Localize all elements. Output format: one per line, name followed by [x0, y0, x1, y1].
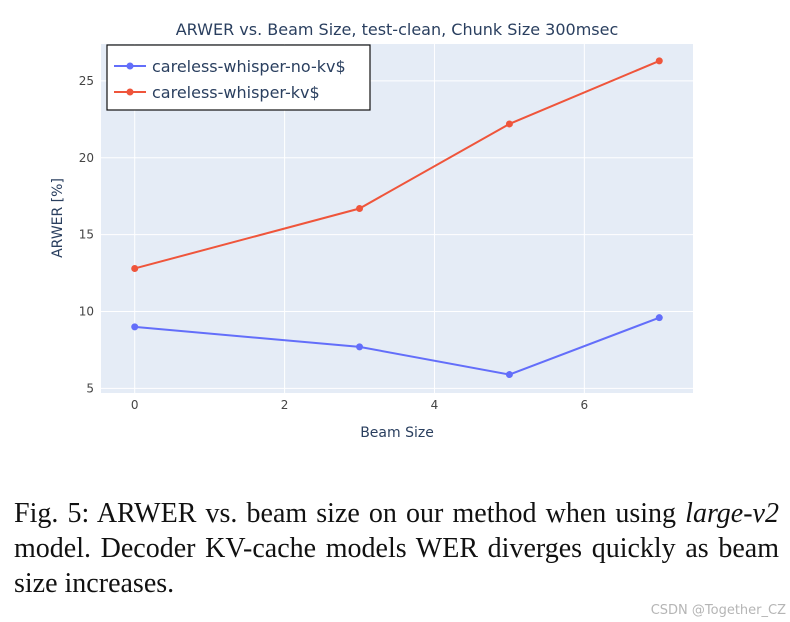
chart-title: ARWER vs. Beam Size, test-clean, Chunk S…: [176, 20, 619, 39]
legend-marker-kv: [126, 88, 134, 96]
caption-prefix: Fig. 5: ARWER vs. beam size on our metho…: [14, 498, 686, 529]
series-no-kv: [131, 314, 663, 379]
y-tick-label: 25: [79, 74, 94, 88]
series-line: [134, 59, 660, 270]
figure-caption: Fig. 5: ARWER vs. beam size on our metho…: [14, 496, 779, 601]
legend-label-kv: careless-whisper-kv$: [152, 83, 320, 102]
x-tick-label: 0: [131, 398, 139, 412]
x-axis-title: Beam Size: [360, 425, 434, 441]
data-point[interactable]: [131, 264, 139, 272]
legend[interactable]: careless-whisper-no-kv$ careless-whisper…: [106, 44, 371, 111]
data-point[interactable]: [655, 314, 663, 322]
caption-suffix: model. Decoder KV-cache models WER diver…: [14, 533, 779, 599]
x-tick-label: 6: [581, 398, 589, 412]
y-tick-label: 5: [86, 381, 94, 395]
y-tick-label: 15: [79, 228, 94, 242]
legend-item-no-kv[interactable]: careless-whisper-no-kv$: [114, 57, 346, 76]
data-point[interactable]: [356, 343, 364, 351]
data-point[interactable]: [356, 205, 364, 213]
legend-label-no-kv: careless-whisper-no-kv$: [152, 57, 346, 76]
series-layer: [131, 57, 663, 379]
legend-marker-no-kv: [126, 62, 134, 70]
series-kv: [131, 57, 663, 272]
tick-labels: 0 2 4 6 5 10 15 20 25: [79, 74, 588, 412]
y-tick-label: 10: [79, 305, 94, 319]
caption-model-name: large-v2: [685, 498, 779, 529]
chart: 0 2 4 6 5 10 15 20 25 ARWER vs. Beam Size, test-…: [50, 20, 693, 441]
legend-item-kv[interactable]: careless-whisper-kv$: [114, 83, 320, 102]
data-point[interactable]: [505, 371, 513, 379]
y-tick-label: 20: [79, 151, 94, 165]
y-axis-title: ARWER [%]: [50, 178, 66, 258]
data-point[interactable]: [131, 323, 139, 331]
data-point[interactable]: [505, 120, 513, 128]
x-tick-label: 2: [281, 398, 289, 412]
legend-box: [106, 44, 371, 111]
series-line: [134, 316, 660, 376]
watermark: CSDN @Together_CZ: [650, 603, 786, 618]
data-point[interactable]: [655, 57, 663, 65]
x-tick-label: 4: [431, 398, 439, 412]
